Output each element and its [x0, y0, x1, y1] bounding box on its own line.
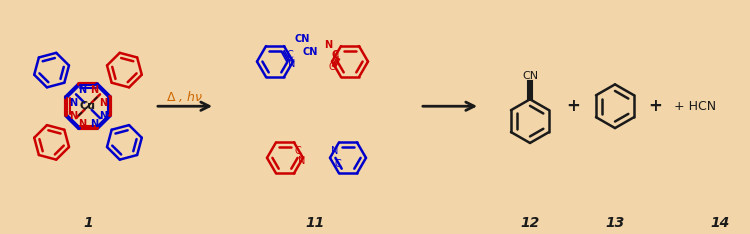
Text: +: + — [648, 97, 662, 115]
Text: +: + — [566, 97, 580, 115]
Text: Cu: Cu — [80, 101, 96, 111]
Text: N: N — [288, 58, 296, 69]
Text: N: N — [298, 156, 306, 166]
Text: CN: CN — [522, 71, 538, 81]
Text: $\Delta$ , h$\nu$: $\Delta$ , h$\nu$ — [166, 89, 203, 104]
Text: C: C — [286, 50, 293, 60]
Text: N: N — [90, 85, 98, 95]
Text: CN: CN — [294, 34, 310, 44]
Text: N: N — [78, 85, 86, 95]
Text: 14: 14 — [710, 216, 730, 230]
Text: 13: 13 — [605, 216, 625, 230]
Text: C: C — [332, 50, 339, 60]
Text: C: C — [328, 62, 335, 72]
Text: N: N — [90, 119, 98, 129]
Text: + HCN: + HCN — [674, 100, 716, 113]
Text: C: C — [295, 146, 302, 156]
Text: N: N — [332, 146, 339, 156]
Text: N: N — [324, 40, 332, 50]
Text: N: N — [99, 111, 107, 121]
Text: N: N — [99, 98, 107, 108]
Text: C: C — [334, 159, 341, 169]
Text: N: N — [69, 98, 77, 108]
Text: CN: CN — [302, 47, 318, 57]
Text: 1: 1 — [83, 216, 93, 230]
Text: 12: 12 — [520, 216, 540, 230]
Text: N: N — [69, 111, 77, 121]
Text: 11: 11 — [305, 216, 325, 230]
Text: N: N — [78, 119, 86, 129]
Text: N: N — [332, 51, 340, 62]
